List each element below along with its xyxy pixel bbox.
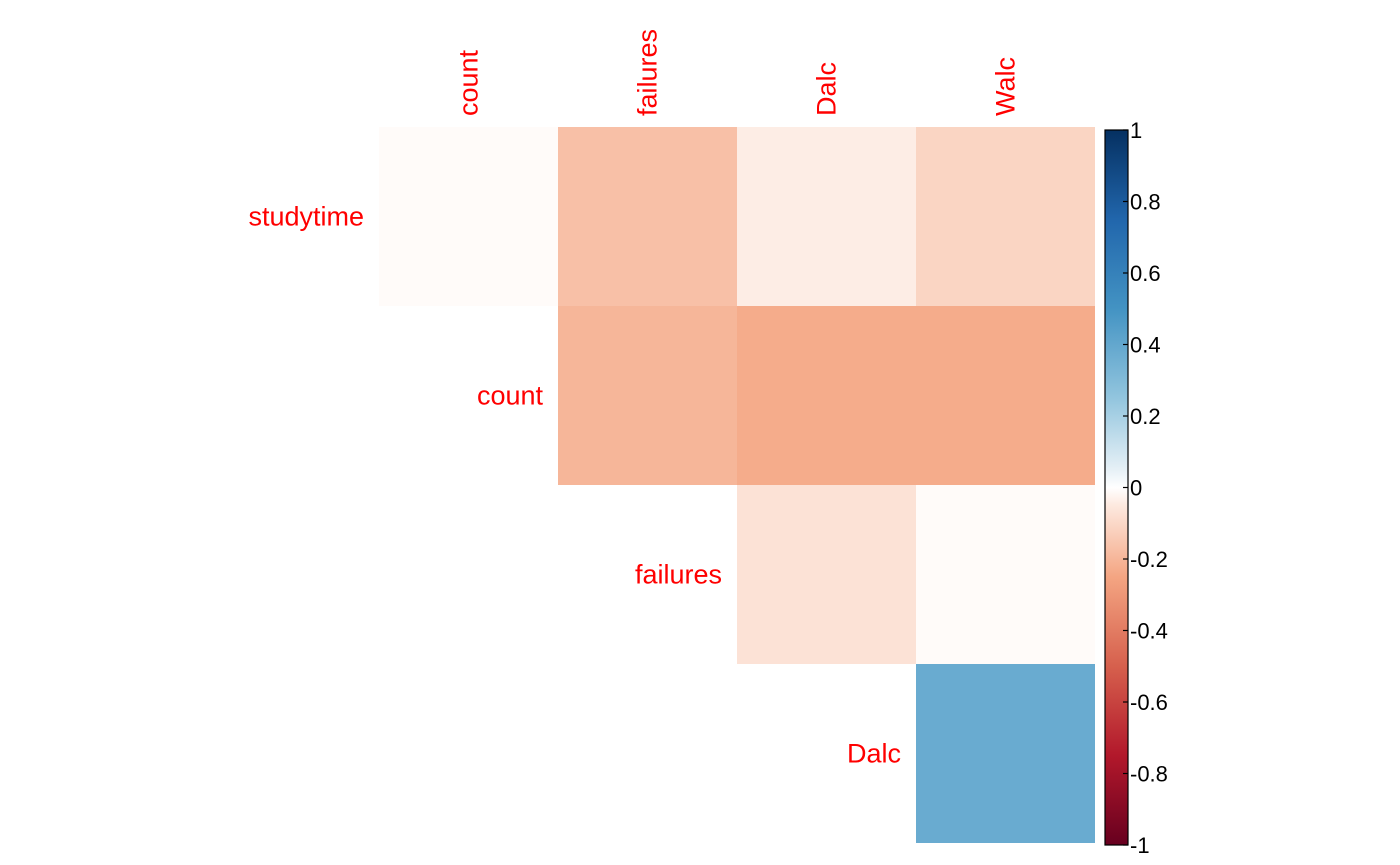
heatmap-cell-failures-dalc <box>737 485 916 664</box>
color-scale-tick-label: 0.4 <box>1130 333 1161 358</box>
heatmap-cells <box>379 127 1095 843</box>
heatmap-cell-dalc-walc <box>916 664 1095 843</box>
heatmap-cell-failures-walc <box>916 485 1095 664</box>
row-label-dalc: Dalc <box>847 739 901 769</box>
color-scale-tick-label: -1 <box>1130 833 1150 858</box>
heatmap-cell-studytime-walc <box>916 127 1095 306</box>
heatmap-cell-count-walc <box>916 306 1095 485</box>
column-labels: count failures Dalc Walc <box>454 29 1021 116</box>
column-label-failures: failures <box>633 29 663 116</box>
color-scale-tick-label: 1 <box>1130 118 1142 143</box>
color-scale-tick-label: 0.6 <box>1130 261 1161 286</box>
color-scale-tick-label: -0.8 <box>1130 762 1168 787</box>
row-label-count: count <box>477 381 544 411</box>
row-labels: studytime count failures Dalc <box>248 202 901 769</box>
color-scale-tick-label: 0 <box>1130 476 1142 501</box>
color-scale-ticks: 1 0.8 0.6 0.4 0.2 0 -0.2 -0.4 -0.6 -0.8 -1 <box>1123 118 1168 858</box>
heatmap-cell-count-failures <box>558 306 737 485</box>
heatmap-cell-studytime-count <box>379 127 558 306</box>
heatmap-cell-studytime-failures <box>558 127 737 306</box>
color-scale-legend: 1 0.8 0.6 0.4 0.2 0 -0.2 -0.4 -0.6 -0.8 -1 <box>1104 118 1168 858</box>
color-scale-tick-label: 0.8 <box>1130 190 1161 215</box>
color-scale-tick-label: -0.2 <box>1130 547 1168 572</box>
column-label-walc: Walc <box>991 57 1021 116</box>
column-label-dalc: Dalc <box>812 62 842 116</box>
column-label-count: count <box>454 49 484 116</box>
heatmap-cell-studytime-dalc <box>737 127 916 306</box>
color-scale-tick-label: -0.6 <box>1130 690 1168 715</box>
color-scale-tick-label: 0.2 <box>1130 404 1161 429</box>
row-label-studytime: studytime <box>248 202 364 232</box>
row-label-failures: failures <box>635 560 722 590</box>
heatmap-cell-count-dalc <box>737 306 916 485</box>
color-scale-tick-label: -0.4 <box>1130 619 1168 644</box>
